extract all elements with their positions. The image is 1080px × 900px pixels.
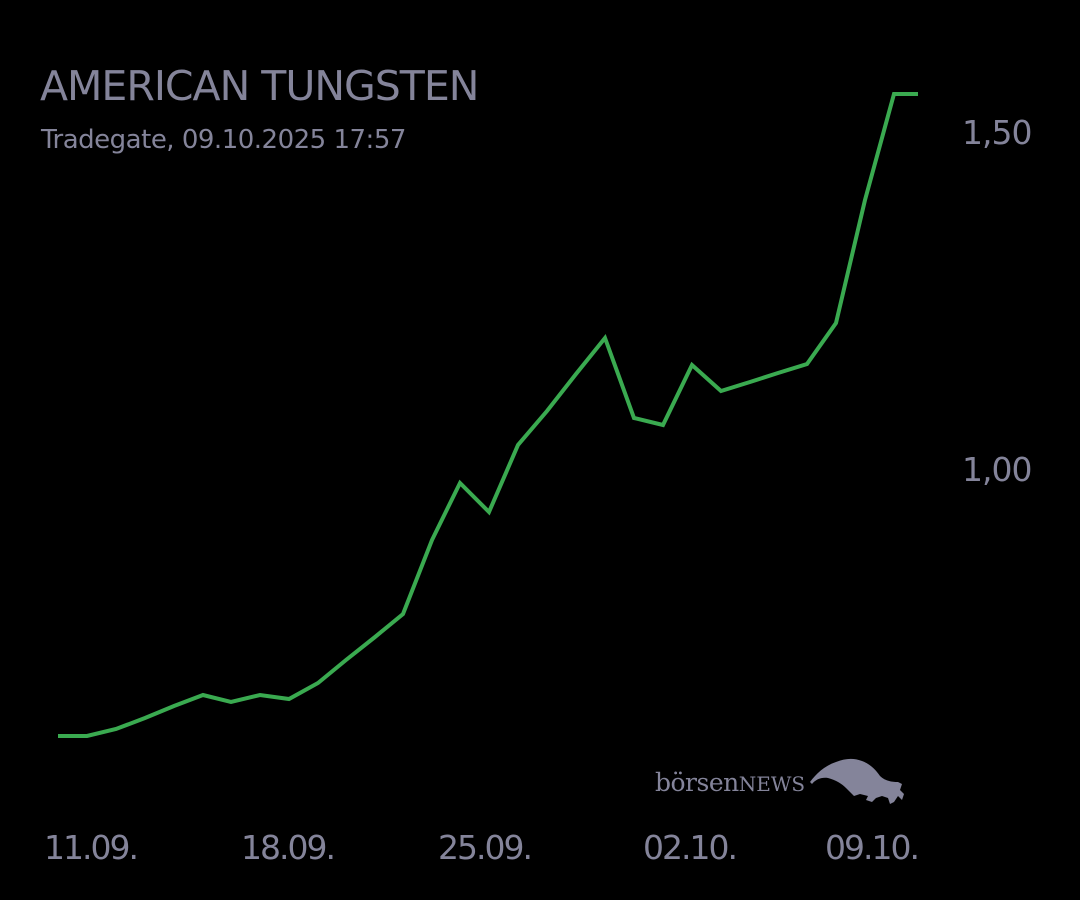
logo-wordmark: börsenNEWS xyxy=(655,768,805,797)
logo-text-lower: börsen xyxy=(655,768,739,797)
y-tick-1-00: 1,00 xyxy=(962,450,1032,489)
x-tick-02-10: 02.10. xyxy=(643,828,738,867)
x-tick-09-10: 09.10. xyxy=(825,828,920,867)
y-tick-1-50: 1,50 xyxy=(962,113,1032,152)
x-tick-11-09: 11.09. xyxy=(44,828,139,867)
x-tick-25-09: 25.09. xyxy=(438,828,533,867)
logo-text-caps: NEWS xyxy=(738,772,806,796)
boersennews-logo: börsenNEWS xyxy=(652,752,912,812)
x-tick-18-09: 18.09. xyxy=(241,828,336,867)
chart-subtitle: Tradegate, 09.10.2025 17:57 xyxy=(41,125,406,155)
price-line xyxy=(58,92,918,738)
bull-icon xyxy=(810,758,904,804)
chart-title: AMERICAN TUNGSTEN xyxy=(40,62,479,110)
